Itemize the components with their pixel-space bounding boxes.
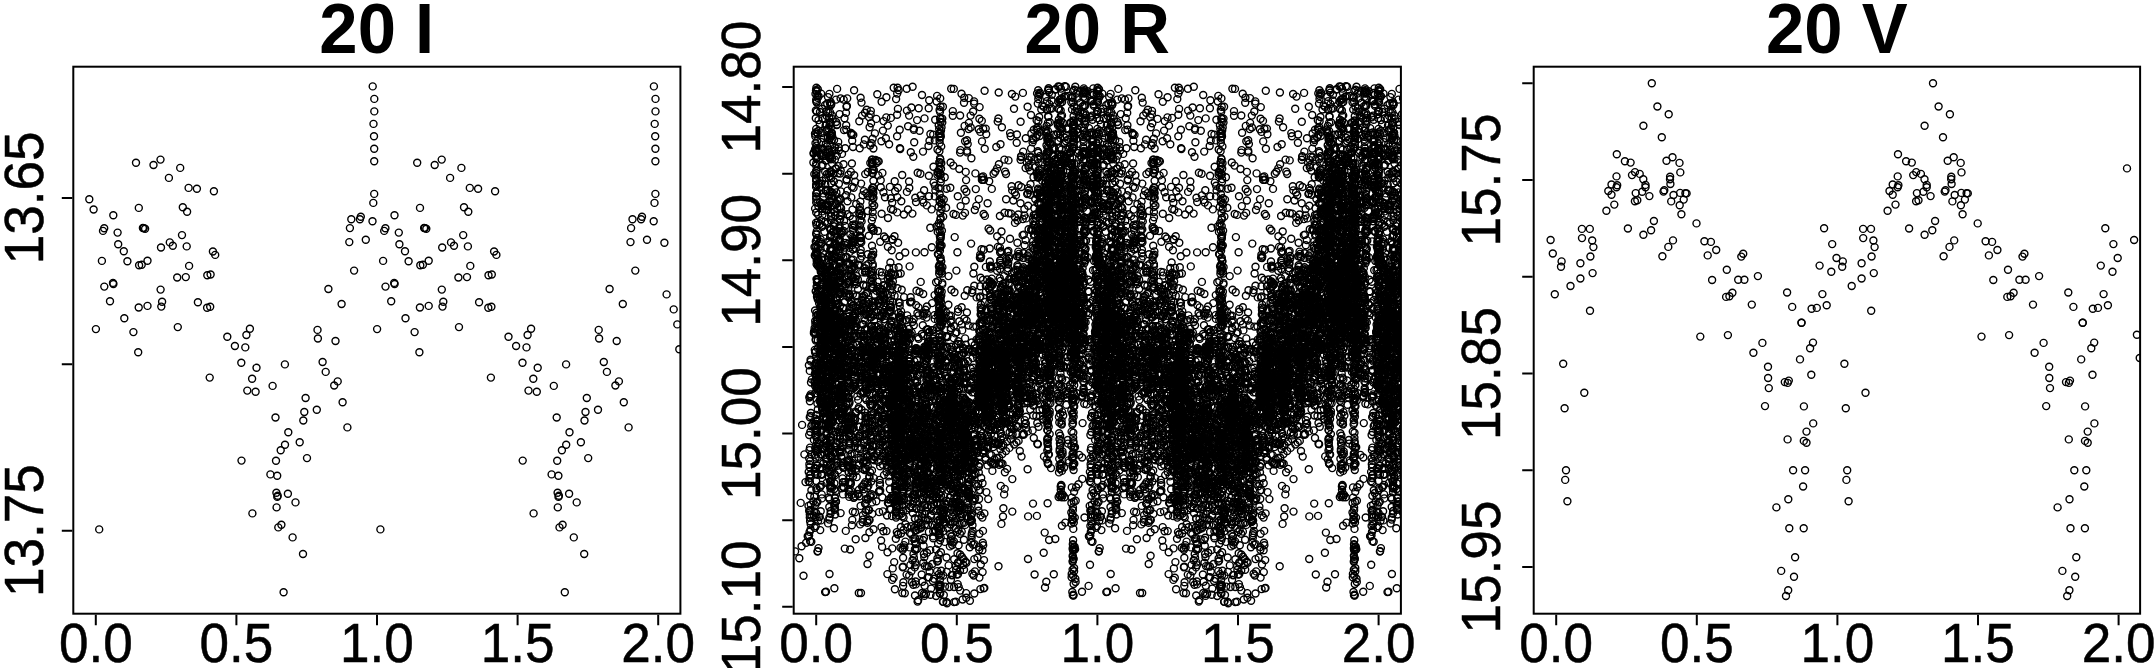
svg-text:1.0: 1.0 <box>1061 612 1135 668</box>
svg-text:1.0: 1.0 <box>340 612 414 668</box>
svg-text:0.5: 0.5 <box>1660 612 1734 668</box>
svg-text:14.90: 14.90 <box>710 194 771 327</box>
svg-text:20 V: 20 V <box>1766 0 1908 68</box>
svg-text:14.80: 14.80 <box>710 21 771 154</box>
svg-text:13.65: 13.65 <box>0 132 54 265</box>
svg-text:15.85: 15.85 <box>1450 307 1511 440</box>
svg-text:1.5: 1.5 <box>1201 612 1275 668</box>
svg-text:2.0: 2.0 <box>621 612 695 668</box>
svg-text:20 I: 20 I <box>319 0 434 68</box>
svg-text:15.10: 15.10 <box>710 540 771 668</box>
svg-text:1.5: 1.5 <box>1941 612 2015 668</box>
svg-text:13.75: 13.75 <box>0 464 54 597</box>
svg-text:2.0: 2.0 <box>1342 612 1416 668</box>
svg-text:0.0: 0.0 <box>779 612 853 668</box>
svg-text:0.5: 0.5 <box>920 612 994 668</box>
svg-text:20 R: 20 R <box>1025 0 1170 68</box>
svg-text:15.00: 15.00 <box>710 367 771 500</box>
svg-text:15.95: 15.95 <box>1450 501 1511 634</box>
svg-text:2.0: 2.0 <box>2082 612 2155 668</box>
svg-text:15.75: 15.75 <box>1450 114 1511 247</box>
svg-text:0.0: 0.0 <box>1519 612 1593 668</box>
svg-text:0.0: 0.0 <box>59 612 133 668</box>
svg-text:0.5: 0.5 <box>200 612 274 668</box>
svg-text:1.5: 1.5 <box>481 612 555 668</box>
svg-text:1.0: 1.0 <box>1801 612 1875 668</box>
